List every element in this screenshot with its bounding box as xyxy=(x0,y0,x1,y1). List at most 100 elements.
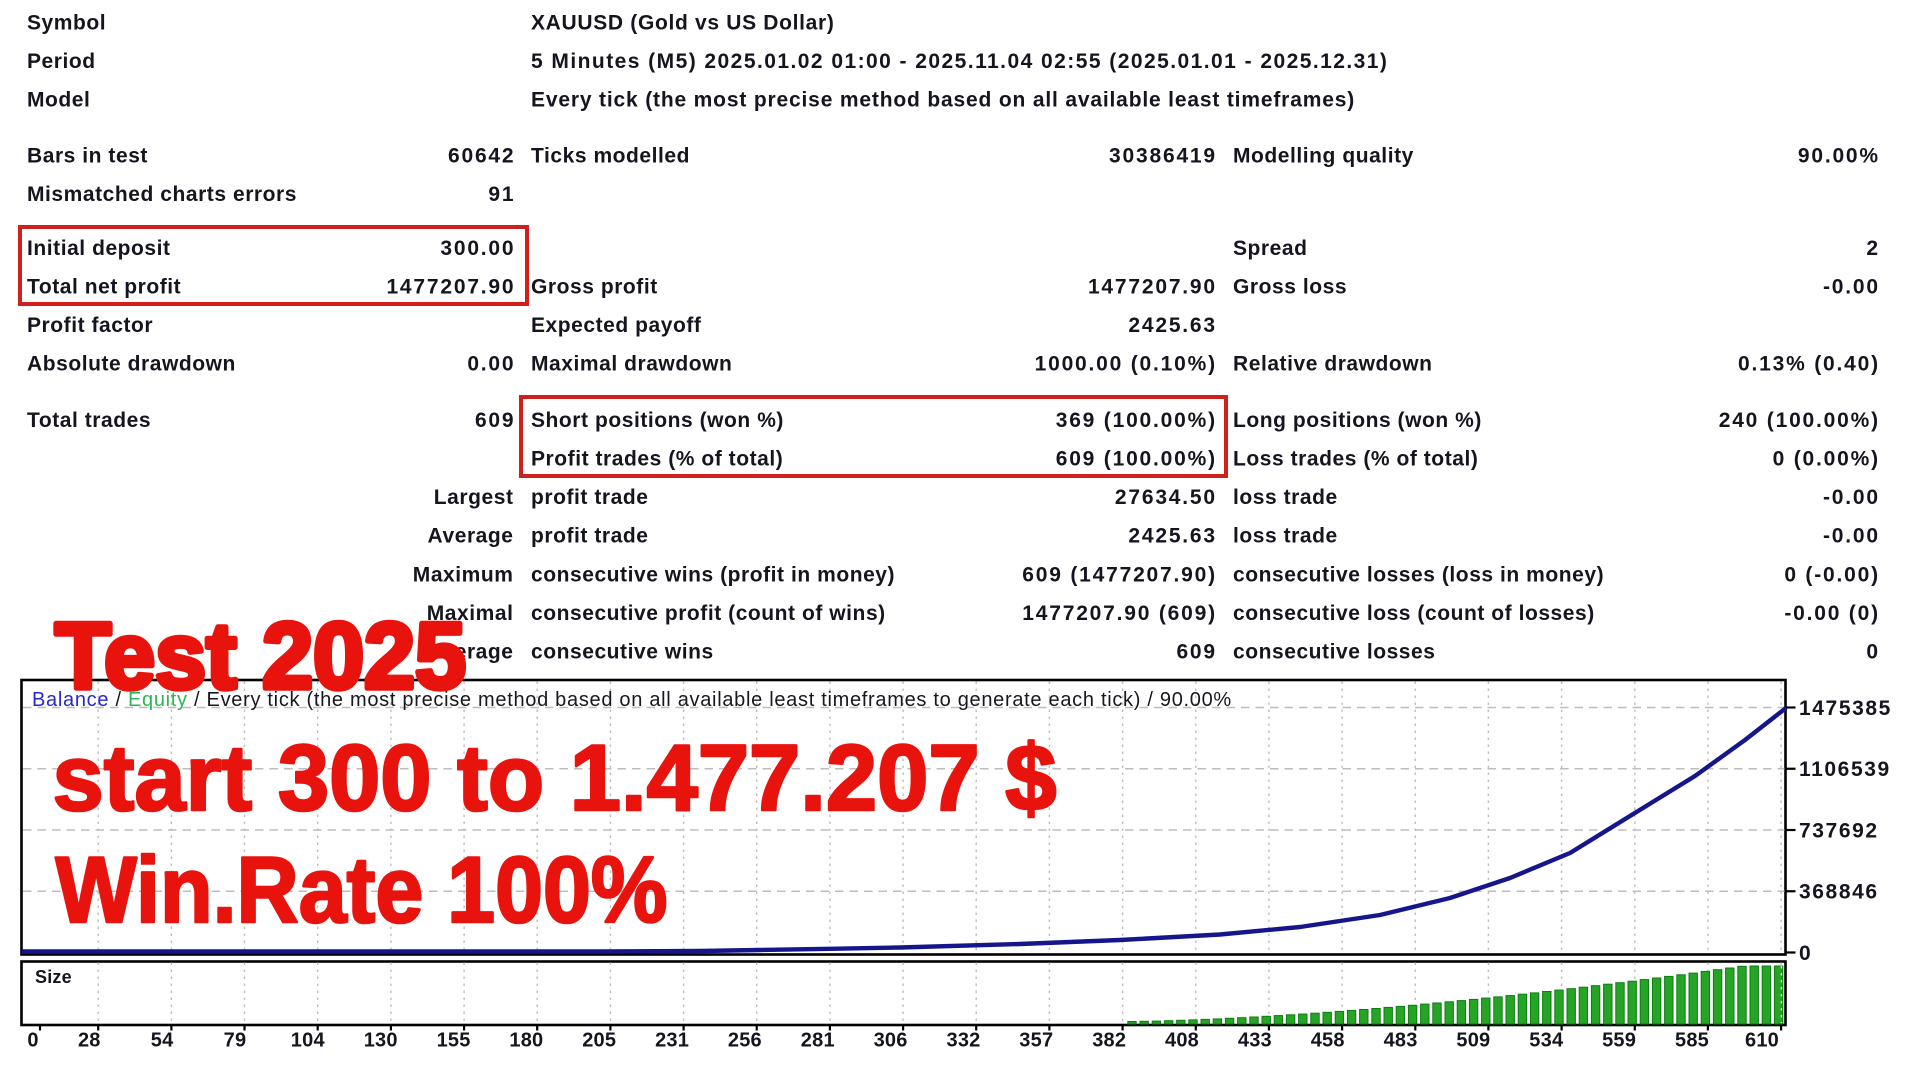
svg-text:Short positions (won %): Short positions (won %) xyxy=(531,409,784,432)
svg-text:281: 281 xyxy=(801,1030,835,1052)
svg-text:369 (100.00%): 369 (100.00%) xyxy=(1056,409,1217,432)
svg-text:-0.00: -0.00 xyxy=(1823,276,1880,299)
svg-text:0.00: 0.00 xyxy=(467,353,515,376)
svg-text:27634.50: 27634.50 xyxy=(1115,486,1217,509)
svg-text:90.00%: 90.00% xyxy=(1798,145,1880,168)
svg-text:loss trade: loss trade xyxy=(1233,486,1338,509)
svg-text:Absolute drawdown: Absolute drawdown xyxy=(27,353,236,376)
svg-text:Model: Model xyxy=(27,89,90,112)
svg-text:Profit factor: Profit factor xyxy=(27,314,153,337)
svg-text:Maximal: Maximal xyxy=(427,602,514,625)
svg-text:382: 382 xyxy=(1092,1030,1126,1052)
svg-text:Total net profit: Total net profit xyxy=(27,276,181,299)
svg-text:Every tick (the most precise m: Every tick (the most precise method base… xyxy=(531,89,1355,112)
svg-text:Largest: Largest xyxy=(434,486,514,509)
svg-text:1477207.90: 1477207.90 xyxy=(1088,276,1217,299)
svg-text:Initial deposit: Initial deposit xyxy=(27,237,171,260)
svg-text:180: 180 xyxy=(509,1030,543,1052)
svg-text:loss trade: loss trade xyxy=(1233,525,1338,548)
svg-text:1477207.90: 1477207.90 xyxy=(386,276,515,299)
svg-text:256: 256 xyxy=(728,1030,762,1052)
svg-text:1475385: 1475385 xyxy=(1799,697,1892,720)
svg-text:consecutive loss (count of los: consecutive loss (count of losses) xyxy=(1233,602,1595,625)
svg-text:0: 0 xyxy=(1866,641,1879,664)
svg-text:Spread: Spread xyxy=(1233,237,1308,260)
svg-text:consecutive wins: consecutive wins xyxy=(531,641,714,664)
svg-text:28: 28 xyxy=(78,1030,101,1052)
svg-text:consecutive wins (profit in mo: consecutive wins (profit in money) xyxy=(531,564,895,587)
svg-text:-0.00: -0.00 xyxy=(1823,486,1880,509)
svg-text:1000.00 (0.10%): 1000.00 (0.10%) xyxy=(1035,353,1217,376)
svg-text:609 (100.00%): 609 (100.00%) xyxy=(1056,448,1217,471)
svg-text:2425.63: 2425.63 xyxy=(1128,525,1217,548)
svg-text:profit trade: profit trade xyxy=(531,486,648,509)
svg-text:585: 585 xyxy=(1675,1030,1709,1052)
svg-text:Average: Average xyxy=(428,641,514,664)
svg-text:54: 54 xyxy=(151,1030,174,1052)
svg-text:332: 332 xyxy=(947,1030,981,1052)
svg-text:5 Minutes (M5) 2025.01.02 01:0: 5 Minutes (M5) 2025.01.02 01:00 - 2025.1… xyxy=(531,50,1388,73)
svg-text:104: 104 xyxy=(291,1030,326,1052)
svg-text:profit trade: profit trade xyxy=(531,525,648,548)
svg-text:300.00: 300.00 xyxy=(440,237,515,260)
svg-text:Win.Rate 100%: Win.Rate 100% xyxy=(56,837,668,942)
svg-text:408: 408 xyxy=(1165,1030,1199,1052)
svg-text:Total trades: Total trades xyxy=(27,409,151,432)
svg-text:240 (100.00%): 240 (100.00%) xyxy=(1719,409,1880,432)
svg-text:Balance / Equity / Every tick: Balance / Equity / Every tick (the most … xyxy=(32,689,1232,711)
svg-text:483: 483 xyxy=(1384,1030,1418,1052)
svg-text:0: 0 xyxy=(27,1030,38,1052)
svg-text:79: 79 xyxy=(224,1030,247,1052)
svg-text:368846: 368846 xyxy=(1799,881,1879,904)
svg-text:-0.00 (0): -0.00 (0) xyxy=(1784,602,1880,625)
svg-text:Maximum: Maximum xyxy=(413,564,514,587)
svg-text:609: 609 xyxy=(475,409,515,432)
svg-text:610: 610 xyxy=(1745,1030,1779,1052)
svg-text:306: 306 xyxy=(874,1030,908,1052)
svg-text:Maximal drawdown: Maximal drawdown xyxy=(531,353,732,376)
svg-text:Loss trades (% of total): Loss trades (% of total) xyxy=(1233,448,1478,471)
svg-text:155: 155 xyxy=(437,1030,471,1052)
svg-text:consecutive losses: consecutive losses xyxy=(1233,641,1436,664)
svg-text:0.13% (0.40): 0.13% (0.40) xyxy=(1738,353,1880,376)
svg-text:-0.00: -0.00 xyxy=(1823,525,1880,548)
svg-text:Long positions (won %): Long positions (won %) xyxy=(1233,409,1482,432)
svg-text:Period: Period xyxy=(27,50,96,73)
svg-text:Average: Average xyxy=(428,525,514,548)
svg-text:357: 357 xyxy=(1019,1030,1053,1052)
svg-text:231: 231 xyxy=(655,1030,689,1052)
svg-text:433: 433 xyxy=(1238,1030,1272,1052)
svg-text:Size: Size xyxy=(35,967,72,987)
svg-text:130: 130 xyxy=(364,1030,398,1052)
svg-text:0: 0 xyxy=(1799,942,1812,965)
svg-text:Modelling quality: Modelling quality xyxy=(1233,145,1414,168)
svg-text:737692: 737692 xyxy=(1799,819,1879,842)
svg-text:start 300 to 1.477.207 $: start 300 to 1.477.207 $ xyxy=(53,725,1057,830)
svg-text:Bars in test: Bars in test xyxy=(27,145,148,168)
svg-text:0 (0.00%): 0 (0.00%) xyxy=(1773,448,1880,471)
svg-text:consecutive profit (count of w: consecutive profit (count of wins) xyxy=(531,602,886,625)
svg-text:609: 609 xyxy=(1176,641,1216,664)
svg-text:60642: 60642 xyxy=(448,145,515,168)
svg-text:Relative drawdown: Relative drawdown xyxy=(1233,353,1433,376)
svg-text:Profit trades (% of total): Profit trades (% of total) xyxy=(531,448,783,471)
svg-text:509: 509 xyxy=(1456,1030,1490,1052)
svg-text:559: 559 xyxy=(1602,1030,1636,1052)
svg-text:Mismatched charts errors: Mismatched charts errors xyxy=(27,183,297,206)
svg-text:2425.63: 2425.63 xyxy=(1128,314,1217,337)
svg-text:30386419: 30386419 xyxy=(1109,145,1217,168)
svg-text:0 (-0.00): 0 (-0.00) xyxy=(1784,564,1880,587)
svg-text:1106539: 1106539 xyxy=(1799,758,1891,781)
svg-text:609 (1477207.90): 609 (1477207.90) xyxy=(1022,564,1217,587)
svg-text:Expected payoff: Expected payoff xyxy=(531,314,702,337)
svg-text:Test 2025: Test 2025 xyxy=(55,603,466,708)
svg-text:Gross loss: Gross loss xyxy=(1233,276,1347,299)
svg-text:Ticks modelled: Ticks modelled xyxy=(531,145,690,168)
svg-text:2: 2 xyxy=(1866,237,1879,260)
svg-text:Gross profit: Gross profit xyxy=(531,276,658,299)
svg-text:1477207.90 (609): 1477207.90 (609) xyxy=(1022,602,1217,625)
svg-text:91: 91 xyxy=(488,183,515,206)
svg-text:Symbol: Symbol xyxy=(27,12,106,35)
svg-text:458: 458 xyxy=(1311,1030,1345,1052)
svg-text:534: 534 xyxy=(1529,1030,1564,1052)
